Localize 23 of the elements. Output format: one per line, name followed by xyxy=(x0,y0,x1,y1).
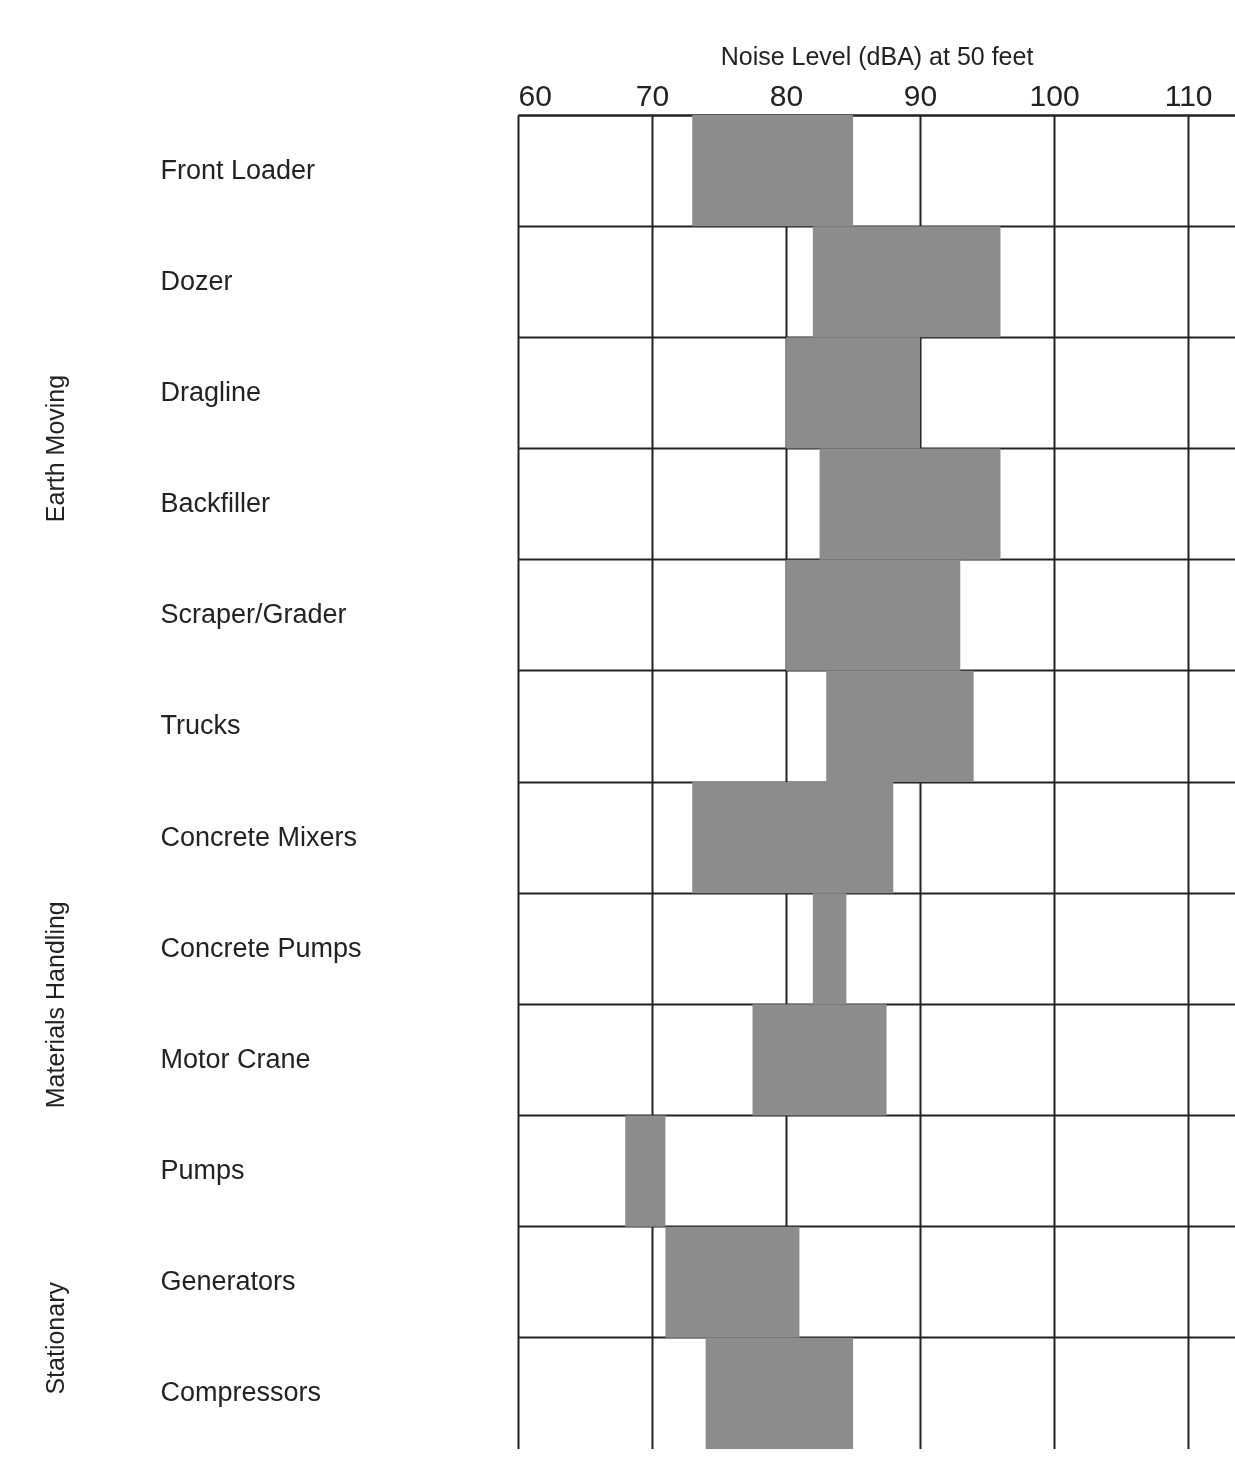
x-tick-label: 100 xyxy=(1029,78,1080,112)
x-tick-label: 70 xyxy=(635,78,670,112)
x-tick-label: 60 xyxy=(518,78,552,112)
x-tick-label: 80 xyxy=(769,78,804,112)
y-tick-label: Generators xyxy=(160,1266,296,1297)
bar xyxy=(625,1115,666,1227)
x-axis-title: Noise Level (dBA) at 50 feet xyxy=(720,41,1034,70)
x-tick-label: 90 xyxy=(903,78,938,112)
y-tick-label: Dozer xyxy=(160,265,233,296)
y-tick-label: Backfiller xyxy=(160,488,271,519)
y-tick-label: Pumps xyxy=(160,1155,245,1186)
y-tick-label: Front Loader xyxy=(160,154,316,185)
y-tick-label: Scraper/Grader xyxy=(160,599,347,630)
y-tick-label: Motor Crane xyxy=(160,1043,311,1074)
y-tick-label: Concrete Pumps xyxy=(160,932,362,963)
text: Earth Moving xyxy=(41,374,69,523)
y-tick-label: Compressors xyxy=(160,1377,322,1408)
y-tick-label: Concrete Mixers xyxy=(160,821,358,852)
text: Stationary xyxy=(41,1281,69,1395)
x-tick-label: 110 xyxy=(1164,78,1213,112)
y-tick-label: Trucks xyxy=(160,710,241,741)
y-tick-label: Dragline xyxy=(160,376,262,407)
text: Materials Handling xyxy=(41,901,69,1109)
